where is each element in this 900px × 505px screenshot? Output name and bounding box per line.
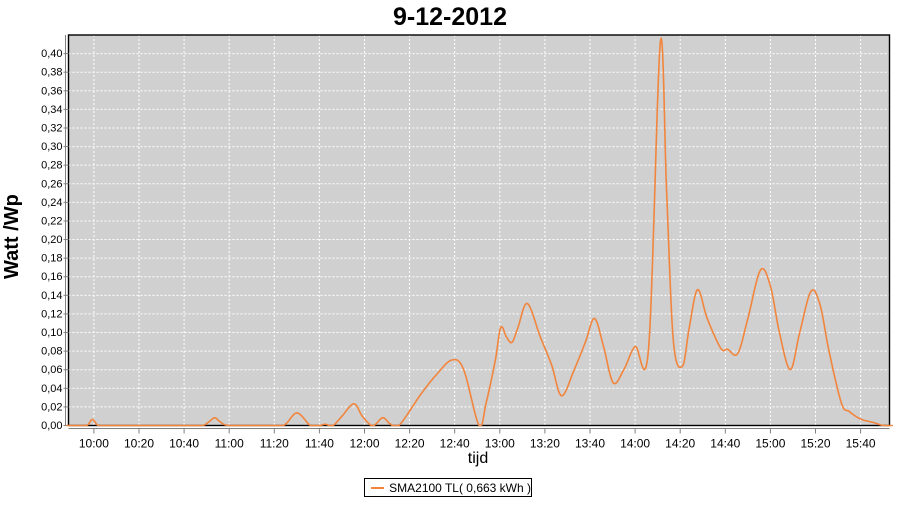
- svg-text:14:00: 14:00: [620, 437, 650, 451]
- svg-text:0,00: 0,00: [41, 420, 62, 432]
- svg-text:13:40: 13:40: [575, 437, 605, 451]
- svg-text:0,36: 0,36: [41, 85, 62, 97]
- svg-text:11:40: 11:40: [305, 437, 334, 451]
- svg-text:0,38: 0,38: [41, 67, 62, 79]
- svg-text:0,32: 0,32: [41, 122, 62, 134]
- svg-text:0,06: 0,06: [41, 364, 62, 376]
- svg-text:11:20: 11:20: [260, 437, 289, 451]
- svg-text:10:20: 10:20: [124, 437, 154, 451]
- svg-text:12:00: 12:00: [349, 437, 379, 451]
- svg-text:0,12: 0,12: [41, 308, 62, 320]
- svg-text:0,02: 0,02: [41, 401, 62, 413]
- svg-text:15:40: 15:40: [846, 437, 876, 451]
- svg-text:0,04: 0,04: [41, 383, 62, 395]
- svg-text:14:40: 14:40: [710, 437, 740, 451]
- svg-text:15:20: 15:20: [800, 437, 830, 451]
- svg-text:0,14: 0,14: [41, 290, 62, 302]
- svg-text:12:20: 12:20: [395, 437, 425, 451]
- svg-text:0,28: 0,28: [41, 160, 62, 172]
- svg-text:0,30: 0,30: [41, 141, 62, 153]
- svg-text:0,34: 0,34: [41, 104, 62, 116]
- svg-text:0,08: 0,08: [41, 346, 62, 358]
- svg-text:0,20: 0,20: [41, 234, 62, 246]
- svg-text:13:00: 13:00: [485, 437, 515, 451]
- svg-text:10:40: 10:40: [169, 437, 199, 451]
- svg-text:0,22: 0,22: [41, 215, 62, 227]
- svg-text:0,40: 0,40: [41, 48, 62, 60]
- svg-text:10:00: 10:00: [79, 437, 109, 451]
- svg-text:0,26: 0,26: [41, 178, 62, 190]
- svg-text:11:00: 11:00: [215, 437, 244, 451]
- svg-text:15:00: 15:00: [755, 437, 785, 451]
- svg-text:0,10: 0,10: [41, 327, 62, 339]
- svg-text:12:40: 12:40: [440, 437, 470, 451]
- svg-text:0,24: 0,24: [41, 197, 62, 209]
- svg-text:14:20: 14:20: [665, 437, 695, 451]
- svg-text:13:20: 13:20: [530, 437, 560, 451]
